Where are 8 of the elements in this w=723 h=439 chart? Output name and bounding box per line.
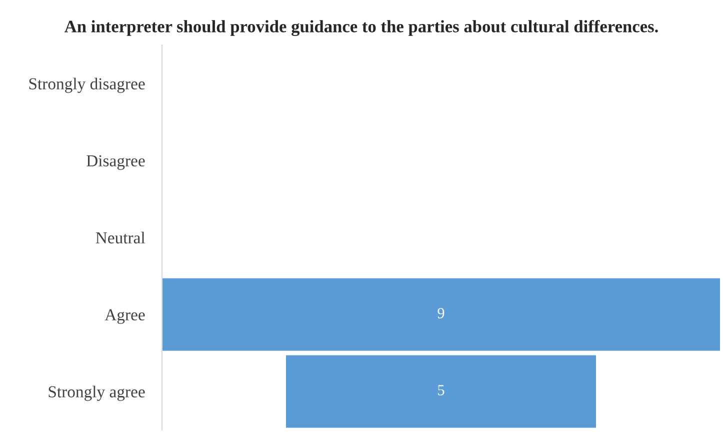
category-label: Strongly disagree [29, 78, 145, 93]
category-label: Strongly agree [48, 386, 145, 401]
category-label: Disagree [86, 155, 145, 170]
text: An interpreter should provide guidance to the parties about cultural differences. [64, 20, 658, 36]
data-label: 9 [438, 308, 444, 318]
data-label: 5 [438, 385, 444, 396]
category-label: Agree [104, 309, 145, 324]
category-label: Neutral [96, 232, 145, 244]
